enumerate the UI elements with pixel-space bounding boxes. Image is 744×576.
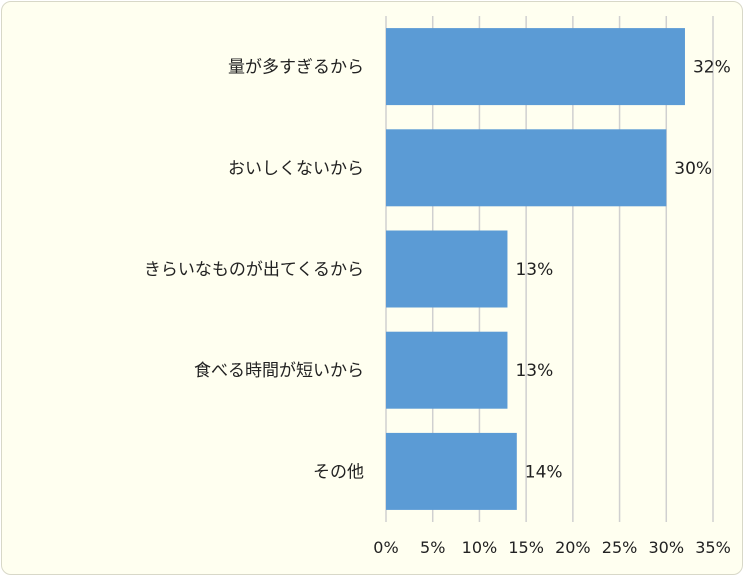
bars: [386, 28, 685, 510]
bar: [386, 28, 685, 106]
x-tick-label: 5%: [420, 538, 445, 557]
category-label: 量が多すぎるから: [228, 58, 364, 78]
bar: [386, 432, 517, 510]
data-label: 13%: [515, 361, 553, 381]
x-tick-label: 10%: [462, 538, 498, 557]
x-tick-label: 35%: [695, 538, 731, 557]
data-label: 13%: [515, 260, 553, 280]
x-tick-label: 15%: [508, 538, 544, 557]
x-tick-label: 20%: [555, 538, 591, 557]
data-label: 32%: [693, 58, 731, 78]
category-label: 食べる時間が短いから: [194, 361, 364, 381]
bar: [386, 129, 667, 207]
x-tick-label: 0%: [373, 538, 398, 557]
labels: 0% 5% 10% 15% 20% 25% 30% 35% 量が多すぎるから 32% おいしくないか…: [144, 58, 731, 557]
bar: [386, 331, 508, 409]
category-label: その他: [313, 462, 364, 482]
x-tick-label: 30%: [649, 538, 685, 557]
category-label: きらいなものが出てくるから: [144, 260, 364, 280]
bar: [386, 230, 508, 308]
data-label: 30%: [674, 159, 712, 179]
category-label: おいしくないから: [228, 159, 364, 179]
x-tick-label: 25%: [602, 538, 638, 557]
data-label: 14%: [525, 462, 563, 482]
